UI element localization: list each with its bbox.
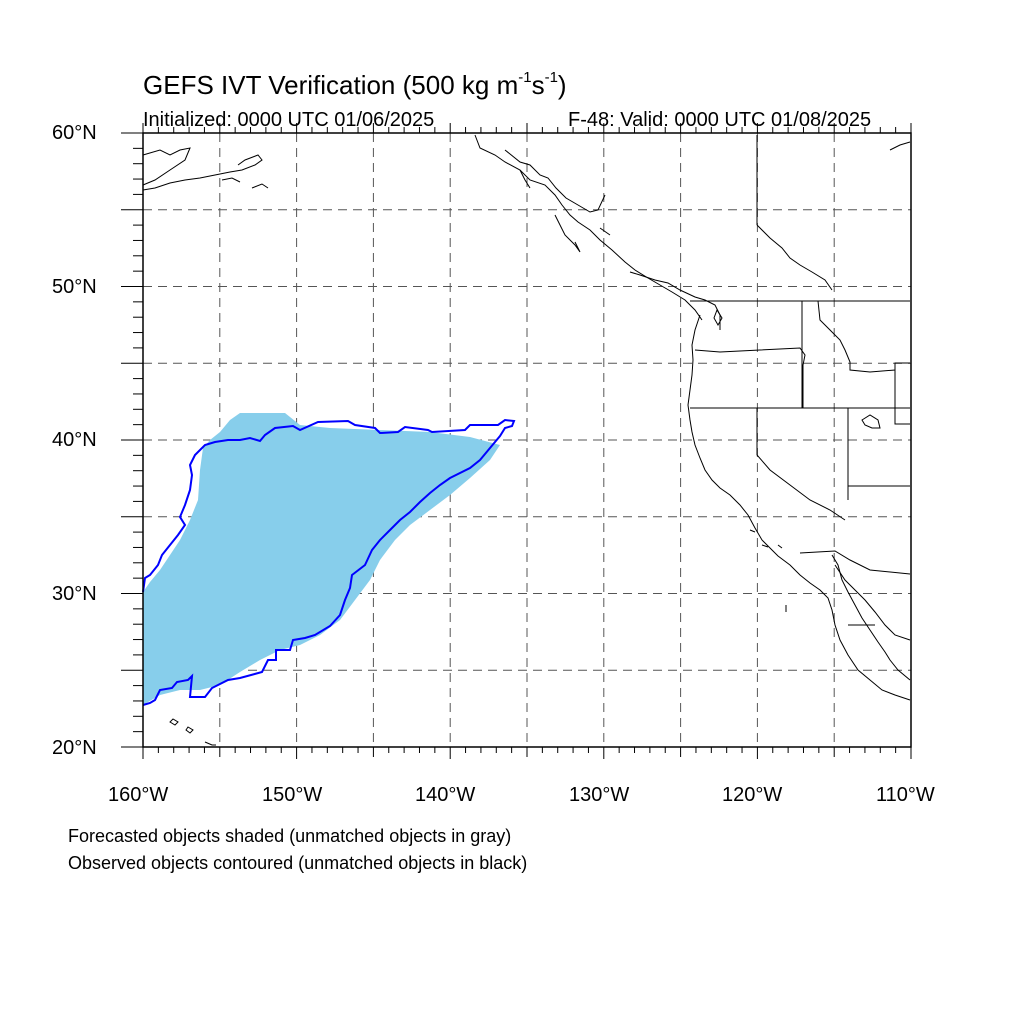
lat-label-20: 20°N [52, 737, 97, 759]
lat-label-30: 30°N [52, 583, 97, 605]
note-forecast: Forecasted objects shaded (unmatched obj… [68, 826, 512, 846]
map-title: GEFS IVT Verification (500 kg m-1s-1) [143, 69, 567, 100]
initialized-time: Initialized: 0000 UTC 01/06/2025 [143, 109, 435, 131]
lon-label-120w: 120°W [722, 784, 783, 806]
lon-label-160w: 160°W [108, 784, 169, 806]
valid-time: F-48: Valid: 0000 UTC 01/08/2025 [568, 109, 872, 131]
lat-label-50: 50°N [52, 276, 97, 298]
lat-label-40: 40°N [52, 429, 97, 451]
note-observed: Observed objects contoured (unmatched ob… [68, 853, 528, 873]
political-boundaries [690, 135, 911, 626]
forecast-object-shading [143, 413, 500, 705]
lon-label-130w: 130°W [569, 784, 630, 806]
observed-object-contour [142, 418, 516, 706]
map-frame [142, 132, 912, 748]
lat-label-60: 60°N [52, 122, 97, 144]
lon-label-110w: 110°W [876, 784, 935, 806]
lon-label-150w: 150°W [262, 784, 323, 806]
axis-ticks [121, 123, 912, 759]
lon-label-140w: 140°W [415, 784, 476, 806]
coastlines [142, 134, 911, 746]
